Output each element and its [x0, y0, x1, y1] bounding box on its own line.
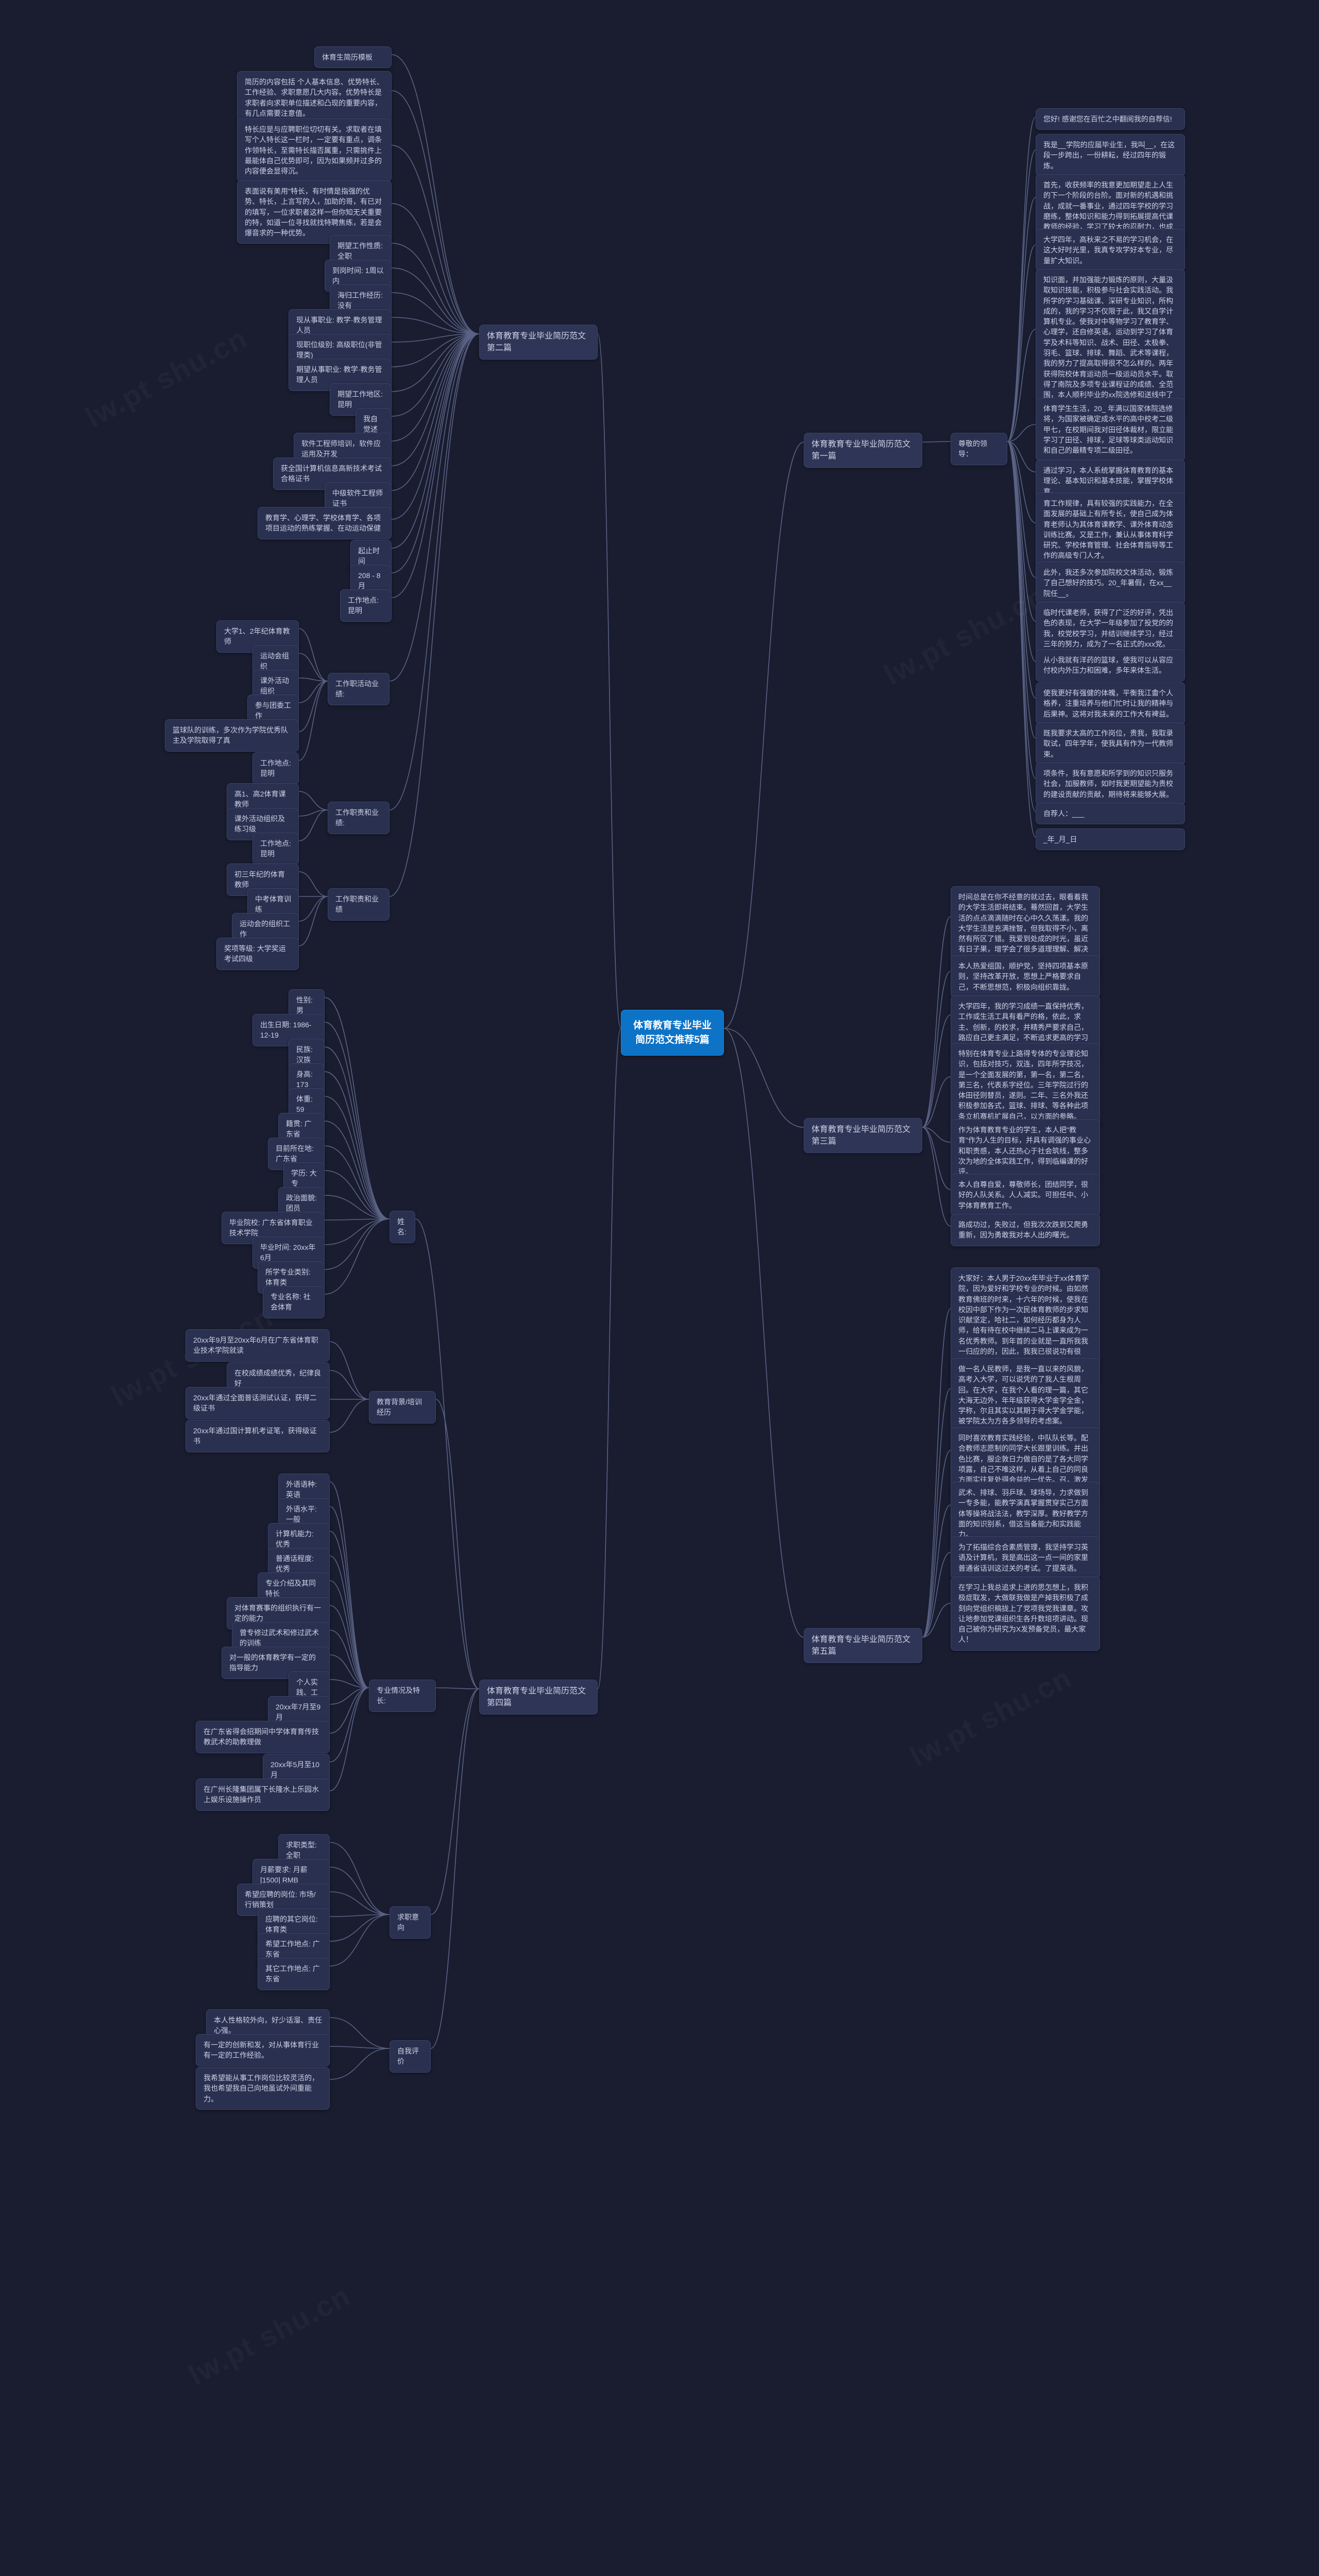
b5-leaf-1: 做一名人民教师，是我一直以来的风貌，高考入大学，可以说凭的了我人生根周回。在大学… [951, 1358, 1100, 1432]
branch-5: 体育教育专业毕业简历范文 第五篇 [804, 1628, 922, 1663]
branch-2: 体育教育专业毕业简历范文 第二篇 [479, 325, 598, 360]
b1-leaf-10: 从小我就有洋药的篮球，使我可以从容应付校内外压力和困难，多年来体生活。 [1036, 649, 1185, 682]
b1-leaf-4: 知识面，并加强能力锻炼的原则，大量汲取知识技能，积极参与社会实践活动。我所学的学… [1036, 269, 1185, 416]
b4-grp1-leaf-2: 20xx年通过全面普话测试认证，获得二级证书 [185, 1387, 330, 1419]
b1-leaf-0: 您好! 感谢您在百忙之中翻阅我的自荐信! [1036, 108, 1185, 130]
b4-grp-2: 专业情况及特长: [369, 1680, 436, 1712]
b3-leaf-5: 本人自尊自爱，尊敬师长，团结同学，很好的人队关系。人人减实。可担任中、小学体育教… [951, 1174, 1100, 1216]
b5-leaf-5: 在学习上我总追求上进的思怎想上，我积极症取发，大做联我做是产掉我积极了成刻向党组… [951, 1577, 1100, 1651]
b2-grp1-leaf-2: 工作地点: 昆明 [252, 833, 299, 865]
b1-leaf-5: 体育学生生活，20_ 年满以国家体院选修将，为国家被确定成水平的高中校考二级甲七… [1036, 398, 1185, 461]
b3-leaf-4: 作为体育教育专业的学生，本人把"教育"作为人生的目标，并具有调强的事业心和职责感… [951, 1119, 1100, 1182]
b1-leaf-13: 项条件，我有意愿和所学到的知识只服务社会，加服教师，如时我更期望能为贵校的建设贡… [1036, 762, 1185, 805]
watermark: lw.pt shu.cn [183, 2279, 356, 2392]
b2-top-0: 体育生简历模板 [314, 46, 392, 68]
b2-top-18: 工作地点: 昆明 [340, 589, 392, 622]
b3-leaf-6: 路成功过，失败过，但我次次跌到又爬勇重新，因为勇敢我对本人出的曙光。 [951, 1214, 1100, 1246]
b2-top-3: 表面说有美用"特长，有时情是指强的优势、特长，上言写的人，加助的哥，有已对的填写… [237, 180, 392, 244]
b4-grp1-leaf-3: 20xx年通过国计算机考证笔，获得级证书 [185, 1420, 330, 1452]
b4-grp2-leaf-10: 在广东省得会招期间中学体育育传技教武术的助教理做 [196, 1721, 330, 1753]
b4-grp-0: 姓名: [390, 1211, 415, 1243]
watermark: lw.pt shu.cn [878, 579, 1052, 692]
b1-leaf-15: _年_月_日 [1036, 828, 1185, 850]
b1-leaf-8: 此外，我还多次参加院校文体活动，锻炼了自己想好的技巧。20_年暑假，在xx__院… [1036, 562, 1185, 604]
watermark: lw.pt shu.cn [80, 321, 253, 434]
b2-top-1: 简历的内容包括 个人基本信息、优势特长、工作经验、求职意愿几大内容。优势特长是求… [237, 71, 392, 124]
b4-grp-1: 教育背景/培训经历 [369, 1391, 436, 1423]
mindmap-canvas: lw.pt shu.cn lw.pt shu.cn lw.pt shu.cn lw.p… [0, 0, 1319, 2576]
b1-leaf-9: 临时代课老师，获得了广泛的好评，凭出色的表现，在大学一年级参加了投党的的我，校党… [1036, 602, 1185, 655]
branch-1: 体育教育专业毕业简历范文 第一篇 [804, 433, 922, 468]
b2-grp0-leaf-4: 篮球队的训练，多次作为学院优秀队主及学院取得了真 [165, 719, 299, 752]
b2-grp-0: 工作职活动业绩: [328, 673, 390, 705]
b1-leaf-14: 自荐人：___ [1036, 803, 1185, 824]
watermark: lw.pt shu.cn [904, 1660, 1077, 1774]
b5-leaf-4: 为了拓描综合合素质管理，我坚持学习英语及计算机，我是高出这一点一间的家里普通省话… [951, 1536, 1100, 1579]
b3-leaf-3: 特别在体育专业上路得专体的专业理论知识，包括对技巧，双连，四年所学技况，是一个全… [951, 1043, 1100, 1127]
b1-leaf-3: 大学四年，高秋来之不易的学习机会，在这大好时光里，我真专攻学好本专业，尽量扩大知… [1036, 229, 1185, 272]
b4-grp-3: 求职意向 [390, 1906, 431, 1939]
b4-grp-4: 自我评价 [390, 2040, 431, 2073]
b2-top-15: 教育学、心理学、学校体育学、各项项目运动的熟练掌握、在动运动保健 [258, 507, 392, 539]
b4-grp0-leaf-12: 专业名称: 社会体育 [263, 1286, 325, 1318]
b5-leaf-3: 武术、排球、羽乒球、球场导，力求做到一专多能，能教学演真掌握贯穿实己方面体等操将… [951, 1482, 1100, 1545]
b3-leaf-1: 本人热爱组国，顺护党，坚持四项基本原则，坚持改革开放，思想上严格要求自己，不断思… [951, 955, 1100, 998]
b1-leaf-12: 既我要求太高的工作岗位，贵我，我取录取试，四年学年，使我具有作为一代教师束。 [1036, 722, 1185, 765]
b2-top-2: 特长应是与应聘职位切切有关。求取者在填写个人特长这一栏时，一定要有重点，调条作领… [237, 118, 392, 182]
b2-grp-1: 工作职责和业绩: [328, 802, 390, 834]
branch-3: 体育教育专业毕业简历范文 第三篇 [804, 1118, 922, 1153]
b1-leaf-7: 育工作规律，具有较强的实践能力，在全面发展的基础上有所专长，使自己成为体育老师认… [1036, 493, 1185, 567]
branch-1-sub: 尊敬的领导： [951, 433, 1007, 465]
branch-4: 体育教育专业毕业简历范文 第四篇 [479, 1680, 598, 1715]
b2-grp2-leaf-3: 奖项等级: 大学奖运考试四级 [216, 938, 299, 970]
b4-grp3-leaf-5: 其它工作地点: 广东省 [258, 1958, 330, 1990]
b4-grp2-leaf-12: 在广州长隆集团属下长隆水上乐园水上娱乐设施操作员 [196, 1778, 330, 1811]
b1-leaf-11: 使我更好有强健的体魄，平衡我江畬个人格养，注重培养与他们忙时让我的精神与后果神。… [1036, 682, 1185, 725]
b2-grp-2: 工作职责和业绩 [328, 888, 390, 921]
b4-grp4-leaf-2: 我希望能从事工作岗位比较灵活的，我也希望我自己向地虽试外间重能力。 [196, 2067, 330, 2110]
b1-leaf-1: 我是__学院的应届毕业生，我叫__，在这段一步跨出，一份耕耘，经过四年的锻炼。 [1036, 134, 1185, 177]
b4-grp4-leaf-1: 有一定的创新和发，对从事体育行业有一定的工作经验。 [196, 2034, 330, 2066]
b4-grp1-leaf-0: 20xx年9月至20xx年6月在广东省体育职业技术学院就读 [185, 1329, 330, 1362]
root-node: 体育教育专业毕业简历范文推荐5篇 [621, 1010, 724, 1056]
b2-grp0-leaf-5: 工作地点: 昆明 [252, 752, 299, 785]
